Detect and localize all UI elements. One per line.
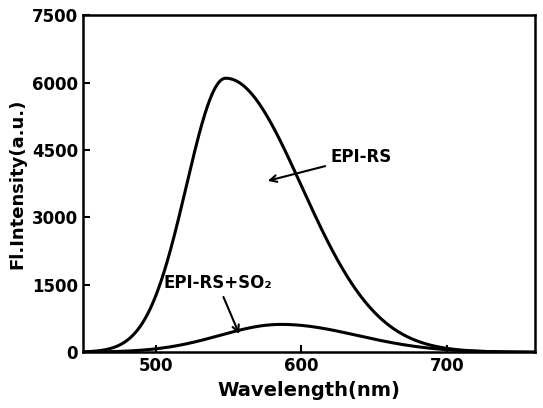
- Text: EPI-RS+SO₂: EPI-RS+SO₂: [163, 274, 272, 332]
- Text: EPI-RS: EPI-RS: [270, 148, 392, 182]
- X-axis label: Wavelength(nm): Wavelength(nm): [217, 381, 400, 400]
- Y-axis label: Fl.Intensity(a.u.): Fl.Intensity(a.u.): [8, 99, 26, 269]
